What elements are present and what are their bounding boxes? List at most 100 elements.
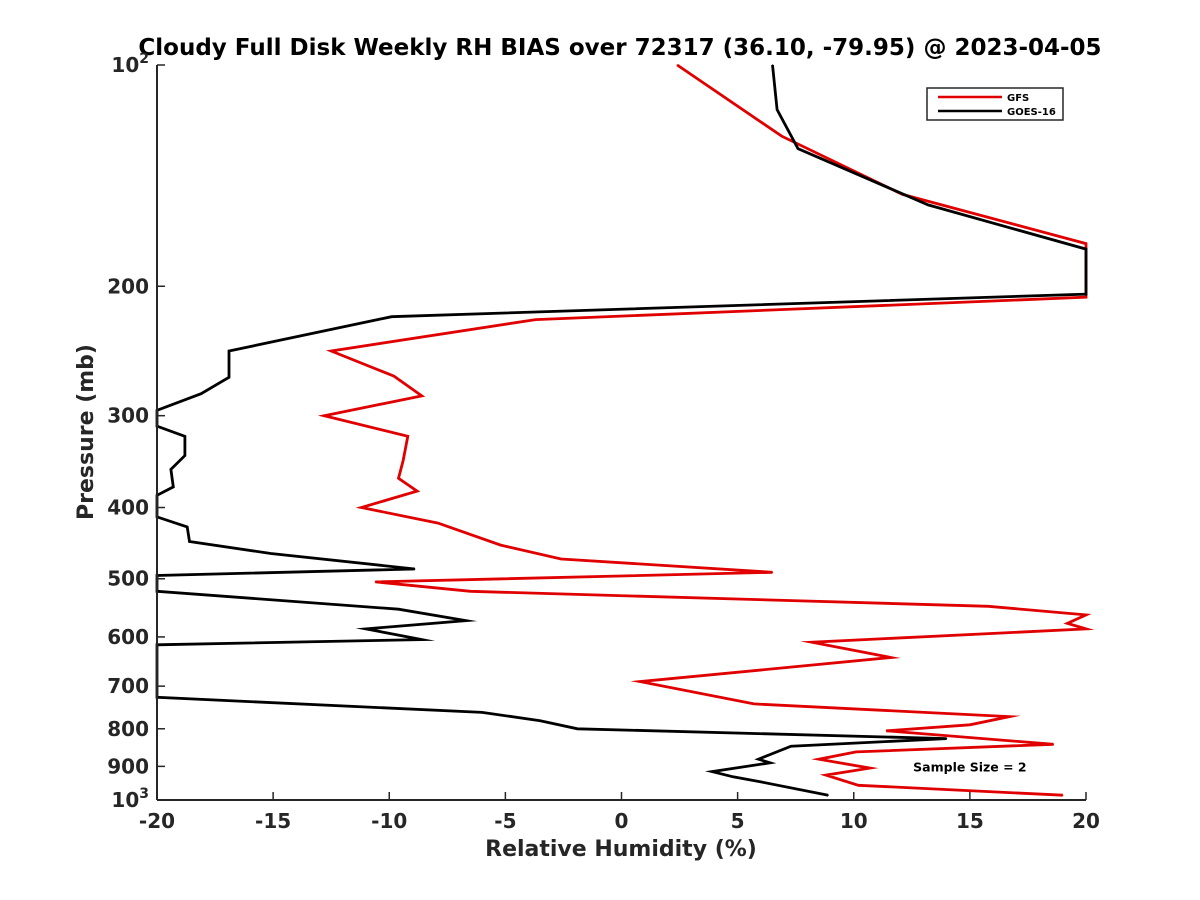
series-point-gfs-13 — [416, 490, 418, 492]
series-point-goes16-4 — [1085, 248, 1087, 250]
series-point-gfs-14 — [360, 506, 362, 509]
y-tick-label-8: 900 — [107, 754, 149, 778]
y-ticks: 102 200 300 400 500 600 700 800 900 103 — [107, 51, 165, 812]
series-point-goes16-31 — [539, 720, 541, 722]
x-tick-label-6: 10 — [840, 809, 868, 833]
series-point-gfs-31 — [885, 730, 887, 732]
series-point-gfs-37 — [857, 784, 860, 786]
series-point-gfs-0 — [676, 64, 678, 66]
series-point-gfs-16 — [500, 544, 502, 546]
x-ticks: -20 -15 -10 -5 0 5 10 15 20 — [139, 792, 1100, 833]
series-point-goes16-26 — [365, 628, 367, 630]
series-point-goes16-40 — [827, 794, 829, 796]
y-tick-label-7: 800 — [107, 717, 149, 741]
series-point-gfs-17 — [560, 558, 562, 560]
series-point-goes16-32 — [576, 728, 579, 730]
series-point-gfs-8 — [421, 395, 423, 397]
x-axis-label: Relative Humidity (%) — [485, 837, 757, 862]
series-point-goes16-13 — [184, 455, 186, 457]
y-tick-label-9: 103 — [111, 786, 149, 812]
y-tick-label-5: 600 — [107, 625, 149, 649]
series-point-goes16-2 — [797, 148, 799, 150]
series-point-gfs-3 — [1085, 243, 1087, 245]
x-tick-label-1: -15 — [255, 809, 291, 833]
series-point-gfs-26 — [890, 656, 892, 659]
series-point-goes16-7 — [228, 350, 230, 352]
series-point-gfs-9 — [323, 415, 325, 417]
chart-title: Cloudy Full Disk Weekly RH BIAS over 723… — [138, 35, 1101, 61]
series-point-gfs-10 — [407, 435, 409, 437]
x-tick-label-4: 0 — [615, 809, 629, 833]
sample-size-annotation: Sample Size = 2 — [913, 759, 1026, 774]
series-point-gfs-19 — [374, 581, 376, 583]
series-point-goes16-1 — [776, 109, 778, 111]
series-point-gfs-32 — [1052, 743, 1055, 745]
series-point-goes16-35 — [757, 758, 760, 760]
series-point-gfs-15 — [437, 522, 439, 524]
series-point-gfs-18 — [771, 571, 774, 573]
series-point-goes16-34 — [790, 745, 792, 747]
series-point-goes16-27 — [421, 639, 423, 641]
series-point-gfs-24 — [1085, 628, 1087, 630]
legend-label-gfs: GFS — [1007, 93, 1029, 104]
series-point-gfs-20 — [469, 590, 472, 592]
legend-label-goes16: GOES-16 — [1007, 107, 1056, 118]
x-tick-label-2: -10 — [371, 809, 407, 833]
series-point-goes16-14 — [170, 468, 172, 470]
series-point-goes16-5 — [1085, 293, 1087, 295]
series-point-gfs-7 — [393, 375, 395, 377]
x-tick-label-5: 5 — [731, 809, 745, 833]
y-axis-label: Pressure (mb) — [74, 344, 99, 520]
series-point-gfs-35 — [869, 767, 871, 769]
series-point-goes16-15 — [172, 486, 174, 488]
x-tick-label-7: 15 — [956, 809, 984, 833]
series-point-goes16-30 — [481, 711, 483, 714]
series-point-goes16-24 — [397, 608, 400, 610]
series-point-gfs-5 — [535, 319, 537, 321]
series-layer — [155, 63, 1095, 797]
legend: GFS GOES-16 — [926, 87, 1064, 121]
series-point-gfs-38 — [1062, 794, 1064, 796]
series-point-goes16-12 — [184, 435, 186, 437]
series-point-gfs-30 — [969, 724, 971, 726]
series-point-goes16-33 — [946, 738, 948, 740]
series-point-goes16-18 — [186, 526, 188, 528]
series-point-goes16-6 — [391, 316, 393, 318]
series-point-goes16-19 — [188, 540, 191, 543]
series-point-goes16-0 — [771, 64, 774, 66]
series-point-goes16-21 — [414, 568, 416, 570]
series-point-goes16-37 — [711, 771, 713, 773]
series-point-goes16-39 — [760, 781, 762, 783]
series-point-gfs-28 — [753, 703, 755, 705]
series-point-gfs-21 — [987, 605, 990, 607]
series-point-goes16-38 — [732, 776, 734, 778]
series-point-gfs-22 — [1085, 614, 1087, 616]
x-tick-label-8: 20 — [1072, 809, 1100, 833]
series-point-gfs-12 — [397, 477, 400, 479]
x-tick-label-0: -20 — [139, 809, 175, 833]
series-point-gfs-33 — [855, 751, 857, 753]
series-point-goes16-8 — [228, 376, 230, 378]
series-point-gfs-34 — [818, 758, 820, 760]
series-point-gfs-29 — [1008, 716, 1011, 718]
series-point-goes16-25 — [465, 620, 467, 622]
series-point-gfs-1 — [781, 135, 783, 137]
series-point-goes16-36 — [769, 762, 771, 764]
y-tick-label-1: 200 — [107, 274, 149, 298]
y-tick-label-4: 500 — [107, 567, 149, 591]
y-tick-label-3: 400 — [107, 496, 149, 520]
series-point-goes16-20 — [270, 552, 272, 555]
y-tick-label-2: 300 — [107, 404, 149, 428]
series-point-gfs-6 — [330, 350, 332, 352]
x-tick-label-3: -5 — [494, 809, 516, 833]
series-point-gfs-11 — [402, 459, 404, 461]
series-point-gfs-4 — [1085, 296, 1087, 298]
series-point-gfs-36 — [825, 774, 827, 776]
series-point-gfs-25 — [811, 641, 813, 643]
legend-box — [926, 87, 1064, 121]
series-point-gfs-23 — [1066, 622, 1068, 625]
y-tick-label-6: 700 — [107, 674, 149, 698]
series-point-goes16-9 — [200, 393, 202, 395]
